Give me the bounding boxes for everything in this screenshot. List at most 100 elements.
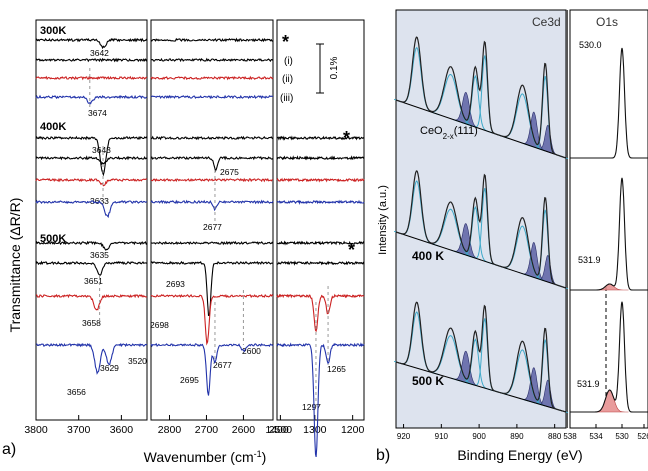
x-tick-label: 890 xyxy=(510,432,524,441)
peak-label: 3635 xyxy=(90,250,109,260)
trace-label-i: (i) xyxy=(284,56,293,67)
panel-a-frame-mid xyxy=(150,19,274,421)
o1s-spectrum xyxy=(570,301,648,413)
x-tick-label: 910 xyxy=(435,432,449,441)
xps-background xyxy=(395,231,567,289)
peak-label: 3658 xyxy=(82,318,101,328)
ir-trace-segment xyxy=(150,94,273,100)
xps-background xyxy=(395,361,567,413)
panel-b-x-label: Binding Energy (eV) xyxy=(457,447,582,463)
x-tick-label: 3700 xyxy=(67,424,91,436)
peak-label: 1297 xyxy=(302,402,321,412)
panel-a-y-label: Transmittance (ΔR/R) xyxy=(7,198,23,333)
panel-a-traces xyxy=(35,37,365,458)
xps-envelope xyxy=(395,170,566,289)
trace-label-iii: (iii) xyxy=(280,93,293,104)
ir-trace xyxy=(35,57,274,63)
ir-trace xyxy=(35,240,365,251)
peak-label: 3651 xyxy=(84,276,103,286)
temp-label-300k: 300K xyxy=(40,25,66,37)
ir-trace-segment xyxy=(35,37,148,50)
ir-trace-segment xyxy=(276,135,365,141)
panel-b-label: b) xyxy=(376,447,390,464)
scale-bar-label: 0.1% xyxy=(329,56,340,79)
ir-trace-segment xyxy=(150,135,274,141)
peak-label: 3642 xyxy=(90,48,109,58)
ir-trace-segment xyxy=(35,199,148,219)
ir-trace-segment xyxy=(35,260,148,276)
xps-spectrum xyxy=(393,301,569,414)
ir-trace-segment xyxy=(277,240,365,246)
ir-trace xyxy=(35,94,273,105)
trace-label-ii: (ii) xyxy=(282,74,293,85)
label-400k: 400 K xyxy=(412,249,444,263)
ir-trace-segment xyxy=(35,293,148,311)
ir-trace-segment xyxy=(276,342,365,458)
ir-trace-segment xyxy=(35,75,148,81)
peak-label: 3656 xyxy=(67,387,86,397)
ir-trace-segment xyxy=(35,177,148,187)
ir-trace xyxy=(35,155,365,173)
ir-trace xyxy=(35,177,365,187)
x-tick-label: 880 xyxy=(548,432,562,441)
ir-trace-segment xyxy=(150,342,274,396)
x-tick-label: 2800 xyxy=(158,424,182,436)
panel-a-frame-left xyxy=(35,19,148,421)
o1s-spectrum xyxy=(570,177,648,291)
x-tick-label: 2600 xyxy=(232,424,256,436)
ir-trace-segment xyxy=(276,199,365,206)
ir-trace-segment xyxy=(150,199,274,212)
x-tick-label: 534 xyxy=(589,432,603,441)
o1s-envelope xyxy=(570,177,648,291)
region-o1s-label: O1s xyxy=(596,15,618,29)
ir-trace-segment xyxy=(150,177,274,183)
ir-trace-segment xyxy=(36,342,148,375)
peak-label: 2675 xyxy=(220,167,239,177)
panel-b-o-frame xyxy=(569,9,648,429)
x-tick-label: 526 xyxy=(637,432,648,441)
ir-trace-segment xyxy=(276,177,365,183)
o1s-spectrum xyxy=(570,47,648,159)
ir-trace-segment xyxy=(150,293,274,346)
ir-trace-segment xyxy=(150,240,274,246)
peak-label: 2600 xyxy=(242,346,261,356)
ir-trace-segment xyxy=(35,240,148,251)
x-tick-label: 1200 xyxy=(341,424,365,436)
ir-trace-segment xyxy=(276,293,365,333)
ir-trace xyxy=(35,293,365,346)
xps-spectrum xyxy=(393,36,569,160)
panel-a: Transmittance (ΔR/R) a) Wavenumber (cm-1… xyxy=(2,19,365,465)
ir-trace-segment xyxy=(150,57,274,63)
xps-envelope xyxy=(395,36,566,159)
x-tick-label: 2700 xyxy=(195,424,219,436)
x-tick-label: 538 xyxy=(563,432,577,441)
peak-label: 2693 xyxy=(166,279,185,289)
x-tick-label: 3800 xyxy=(24,424,48,436)
o1s-envelope xyxy=(570,47,648,159)
peak-label: 3643 xyxy=(92,145,111,155)
region-ce3d-label: Ce3d xyxy=(532,15,561,29)
o1s-peak-label: 531.9 xyxy=(577,379,600,389)
xps-spectrum xyxy=(393,170,569,290)
x-tick-label: 2500 xyxy=(269,424,293,436)
ir-trace-segment xyxy=(35,155,148,166)
peak-label: 3674 xyxy=(88,108,107,118)
star-marker-500k: * xyxy=(348,240,355,260)
peak-label: 2695 xyxy=(180,375,199,385)
panel-a-frame-right xyxy=(276,19,365,421)
panel-b-y-label: Intensity (a.u.) xyxy=(377,185,389,255)
peak-label: 2677 xyxy=(213,360,232,370)
x-tick-label: 3600 xyxy=(110,424,134,436)
x-tick-label: 900 xyxy=(472,432,486,441)
o1s-peak-label: 530.0 xyxy=(579,40,602,50)
panel-a-label: a) xyxy=(2,441,16,458)
panel-b-spectra xyxy=(393,36,648,414)
label-500k: 500 K xyxy=(412,374,444,388)
ir-trace-segment xyxy=(35,135,148,177)
ir-trace xyxy=(36,342,365,458)
o1s-envelope xyxy=(570,301,648,413)
